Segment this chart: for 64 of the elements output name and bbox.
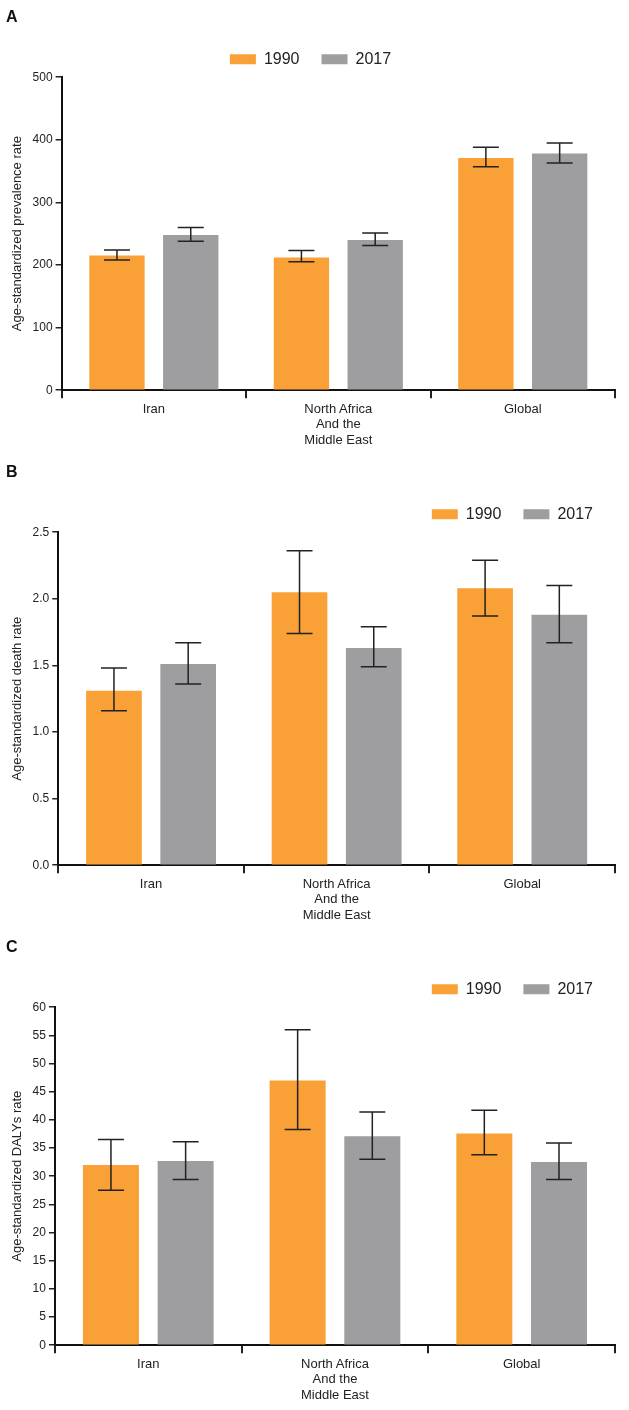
x-tick-label: Global [503,400,542,416]
y-tick-label: 500 [32,69,53,84]
legend-label: 1990 [465,504,502,522]
bar [273,257,330,390]
y-axis-title: Age-standardized death rate [9,616,25,781]
y-axis-title: Age-standardized DALYs rate [9,1090,25,1262]
y-tick-label: 30 [32,1168,47,1183]
chart-title: C [6,938,18,956]
bar [531,614,588,865]
legend-label: 1990 [465,979,502,997]
bar [86,690,142,865]
y-tick-label: 35 [32,1140,47,1155]
y-tick-label: 40 [32,1112,47,1127]
y-tick-label: 400 [32,132,53,147]
bar [82,1164,139,1345]
bar [456,1133,513,1345]
y-tick-label: 200 [32,257,53,272]
y-tick-label: 100 [32,319,53,334]
y-tick-label: 15 [32,1253,47,1268]
bar [157,1160,214,1345]
y-tick-label: 0 [39,1337,47,1352]
bar [530,1162,587,1345]
legend-label: 2017 [557,504,594,522]
y-tick-label: 2.5 [32,524,50,539]
y-tick-label: 25 [32,1196,47,1211]
y-tick-label: 300 [32,194,53,209]
legend-label: 2017 [355,49,392,67]
bar [89,255,145,390]
legend-label: 2017 [557,979,594,997]
y-tick-label: 0.5 [32,790,50,805]
chart-title: A [6,8,18,26]
y-axis-title: Age-standardized prevalence rate [9,136,25,332]
legend-label: 1990 [263,49,300,67]
y-tick-label: 1.5 [32,657,50,672]
x-tick-label: Iran [137,1355,160,1371]
bar [347,239,403,390]
x-tick-label: Global [502,1355,541,1371]
x-tick-label: Iran [139,875,163,891]
y-tick-label: 0.0 [32,857,50,872]
bar [457,588,513,865]
y-tick-label: 60 [32,999,47,1014]
y-tick-label: 5 [39,1309,47,1324]
x-tick-label: Iran [142,400,166,416]
y-tick-label: 1.0 [32,724,50,739]
bar [531,153,588,390]
bar [160,664,217,865]
x-tick-label: North Africa And the Middle East [304,400,374,447]
y-tick-label: 45 [32,1084,47,1099]
bar [163,234,219,390]
bar [458,157,514,390]
bar [344,1136,401,1345]
y-tick-label: 20 [32,1224,47,1239]
y-tick-label: 50 [32,1055,47,1070]
x-tick-label: North Africa And the Middle East [301,1355,370,1402]
bar [271,592,328,865]
x-tick-label: North Africa And the Middle East [302,875,372,922]
y-tick-label: 2.0 [32,591,50,606]
chart-title: B [6,463,18,481]
bar [269,1080,326,1345]
bar [345,648,402,865]
x-tick-label: Global [503,875,542,891]
y-tick-label: 55 [32,1027,47,1042]
y-tick-label: 0 [45,382,53,397]
y-tick-label: 10 [32,1281,47,1296]
